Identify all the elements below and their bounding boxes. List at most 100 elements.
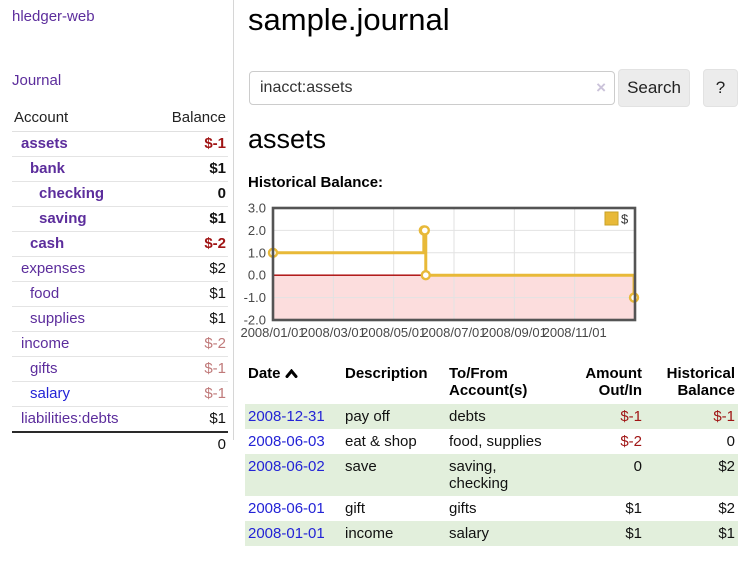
transaction-balance: $1 — [718, 525, 735, 542]
transaction-date-link[interactable]: 2008-06-02 — [248, 458, 325, 475]
register-table: Date Description To/From Account(s) Amou… — [245, 360, 738, 546]
register-col-header-date[interactable]: Date — [245, 360, 342, 404]
chart-legend-label: $ — [621, 212, 629, 227]
account-row: bank $1 — [12, 156, 228, 182]
chart-data-point — [419, 225, 431, 236]
account-balance: $-1 — [151, 356, 228, 382]
transaction-amount: $1 — [625, 525, 642, 542]
search-button[interactable]: Search — [618, 69, 690, 107]
account-balance: $1 — [151, 156, 228, 182]
transaction-balance: $-1 — [713, 408, 735, 425]
sidebar: hledger-web Journal Account Balance asse… — [0, 0, 233, 582]
chart-border — [271, 206, 637, 322]
accounts-table: Account Balance assets $-1 bank $1 checking 0… — [12, 105, 228, 457]
account-row: liabilities:debts $1 — [12, 406, 228, 433]
transaction-date-link[interactable]: 2008-01-01 — [248, 525, 325, 542]
account-balance: $1 — [151, 206, 228, 232]
transaction-accounts: saving, checking — [449, 458, 509, 492]
sidebar-divider — [233, 0, 234, 440]
account-link[interactable]: assets — [21, 135, 68, 152]
account-link[interactable]: gifts — [30, 360, 58, 377]
clear-search-icon[interactable]: × — [596, 78, 606, 97]
chart-legend-swatch — [604, 211, 619, 226]
register-col-header-balance: Historical Balance — [666, 365, 735, 399]
account-balance: $1 — [151, 281, 228, 307]
transaction-amount: $-2 — [620, 433, 642, 450]
transaction-accounts: food, supplies — [449, 433, 542, 450]
chart-ytick-label: 1.0 — [248, 245, 266, 260]
accounts-total-value: 0 — [151, 431, 228, 457]
account-link[interactable]: checking — [39, 185, 105, 202]
transaction-balance: $2 — [718, 458, 735, 475]
account-balance: $-2 — [151, 231, 228, 257]
transaction-description: gift — [345, 500, 366, 517]
accounts-total-row: 0 — [12, 431, 228, 457]
search-input[interactable] — [249, 71, 615, 105]
chart-data-point — [420, 269, 431, 281]
help-button[interactable]: ? — [703, 69, 738, 107]
register-col-header-description: Description — [345, 365, 428, 382]
account-balance: $1 — [151, 306, 228, 332]
chart-xtick-label: 2008/03/01 — [301, 325, 366, 340]
table-row: 2008-01-01 income salary $1 $1 — [245, 521, 738, 546]
account-row: expenses $2 — [12, 256, 228, 282]
chart-title: Historical Balance: — [248, 174, 384, 191]
account-link[interactable]: bank — [30, 160, 66, 177]
account-row: assets $-1 — [12, 131, 228, 157]
account-row: salary $-1 — [12, 381, 228, 407]
transaction-date-link[interactable]: 2008-06-03 — [248, 433, 325, 450]
accounts-col-header-balance: Balance — [151, 105, 228, 132]
historical-balance-chart: 3.0 2.0 1.0 0.0 -1.0 -2.02008/01/012008/03/01… — [240, 201, 640, 340]
transaction-description: income — [345, 525, 394, 542]
account-balance: $-2 — [151, 331, 228, 357]
transaction-amount: $-1 — [620, 408, 642, 425]
chart-ytick-label: 3.0 — [248, 201, 266, 216]
table-row: 2008-06-02 save saving, checking 0 $2 — [245, 454, 738, 496]
account-link[interactable]: expenses — [21, 260, 86, 277]
sort-ascending-icon — [285, 365, 298, 382]
transaction-amount: 0 — [633, 458, 642, 475]
account-link[interactable]: liabilities:debts — [21, 410, 119, 427]
account-row: cash $-2 — [12, 231, 228, 257]
sidebar-item-journal[interactable]: Journal — [12, 72, 62, 89]
account-balance: 0 — [151, 181, 228, 207]
transaction-balance: $2 — [718, 500, 735, 517]
app-brand-link[interactable]: hledger-web — [12, 8, 95, 25]
page-title: sample.journal — [248, 2, 450, 37]
register-col-header-tofrom: To/From Account(s) — [449, 365, 528, 399]
account-link[interactable]: cash — [30, 235, 65, 252]
account-link[interactable]: saving — [39, 210, 87, 227]
transaction-accounts: salary — [449, 525, 490, 542]
transaction-amount: $1 — [625, 500, 642, 517]
transaction-date-link[interactable]: 2008-06-01 — [248, 500, 325, 517]
transaction-description: save — [345, 458, 377, 475]
chart-ytick-label: -2.0 — [244, 313, 266, 328]
table-row: 2008-12-31 pay off debts $-1 $-1 — [245, 404, 738, 429]
search-bar: × Search ? — [249, 69, 738, 107]
account-link[interactable]: food — [30, 285, 60, 302]
transaction-date-link[interactable]: 2008-12-31 — [248, 408, 325, 425]
account-row: checking 0 — [12, 181, 228, 207]
account-link[interactable]: salary — [30, 385, 71, 402]
chart-xtick-label: 2008/05/01 — [361, 325, 426, 340]
transaction-description: pay off — [345, 408, 390, 425]
chart-ytick-label: -1.0 — [244, 290, 266, 305]
transaction-description: eat & shop — [345, 433, 417, 450]
table-row: 2008-06-01 gift gifts $1 $2 — [245, 496, 738, 521]
chart-xtick-label: 2008/09/01 — [482, 325, 547, 340]
account-link[interactable]: supplies — [30, 310, 86, 327]
table-row: 2008-06-03 eat & shop food, supplies $-2 0 — [245, 429, 738, 454]
accounts-col-header-account: Account — [12, 105, 152, 132]
account-row: saving $1 — [12, 206, 228, 232]
account-balance: $1 — [151, 406, 228, 433]
account-link[interactable]: income — [21, 335, 70, 352]
account-row: supplies $1 — [12, 306, 228, 332]
account-row: income $-2 — [12, 331, 228, 357]
account-row: gifts $-1 — [12, 356, 228, 382]
account-balance: $2 — [151, 256, 228, 282]
account-row: food $1 — [12, 281, 228, 307]
account-balance: $-1 — [151, 381, 228, 407]
chart-xtick-label: 2008/11/01 — [543, 325, 607, 340]
transaction-accounts: debts — [449, 408, 486, 425]
